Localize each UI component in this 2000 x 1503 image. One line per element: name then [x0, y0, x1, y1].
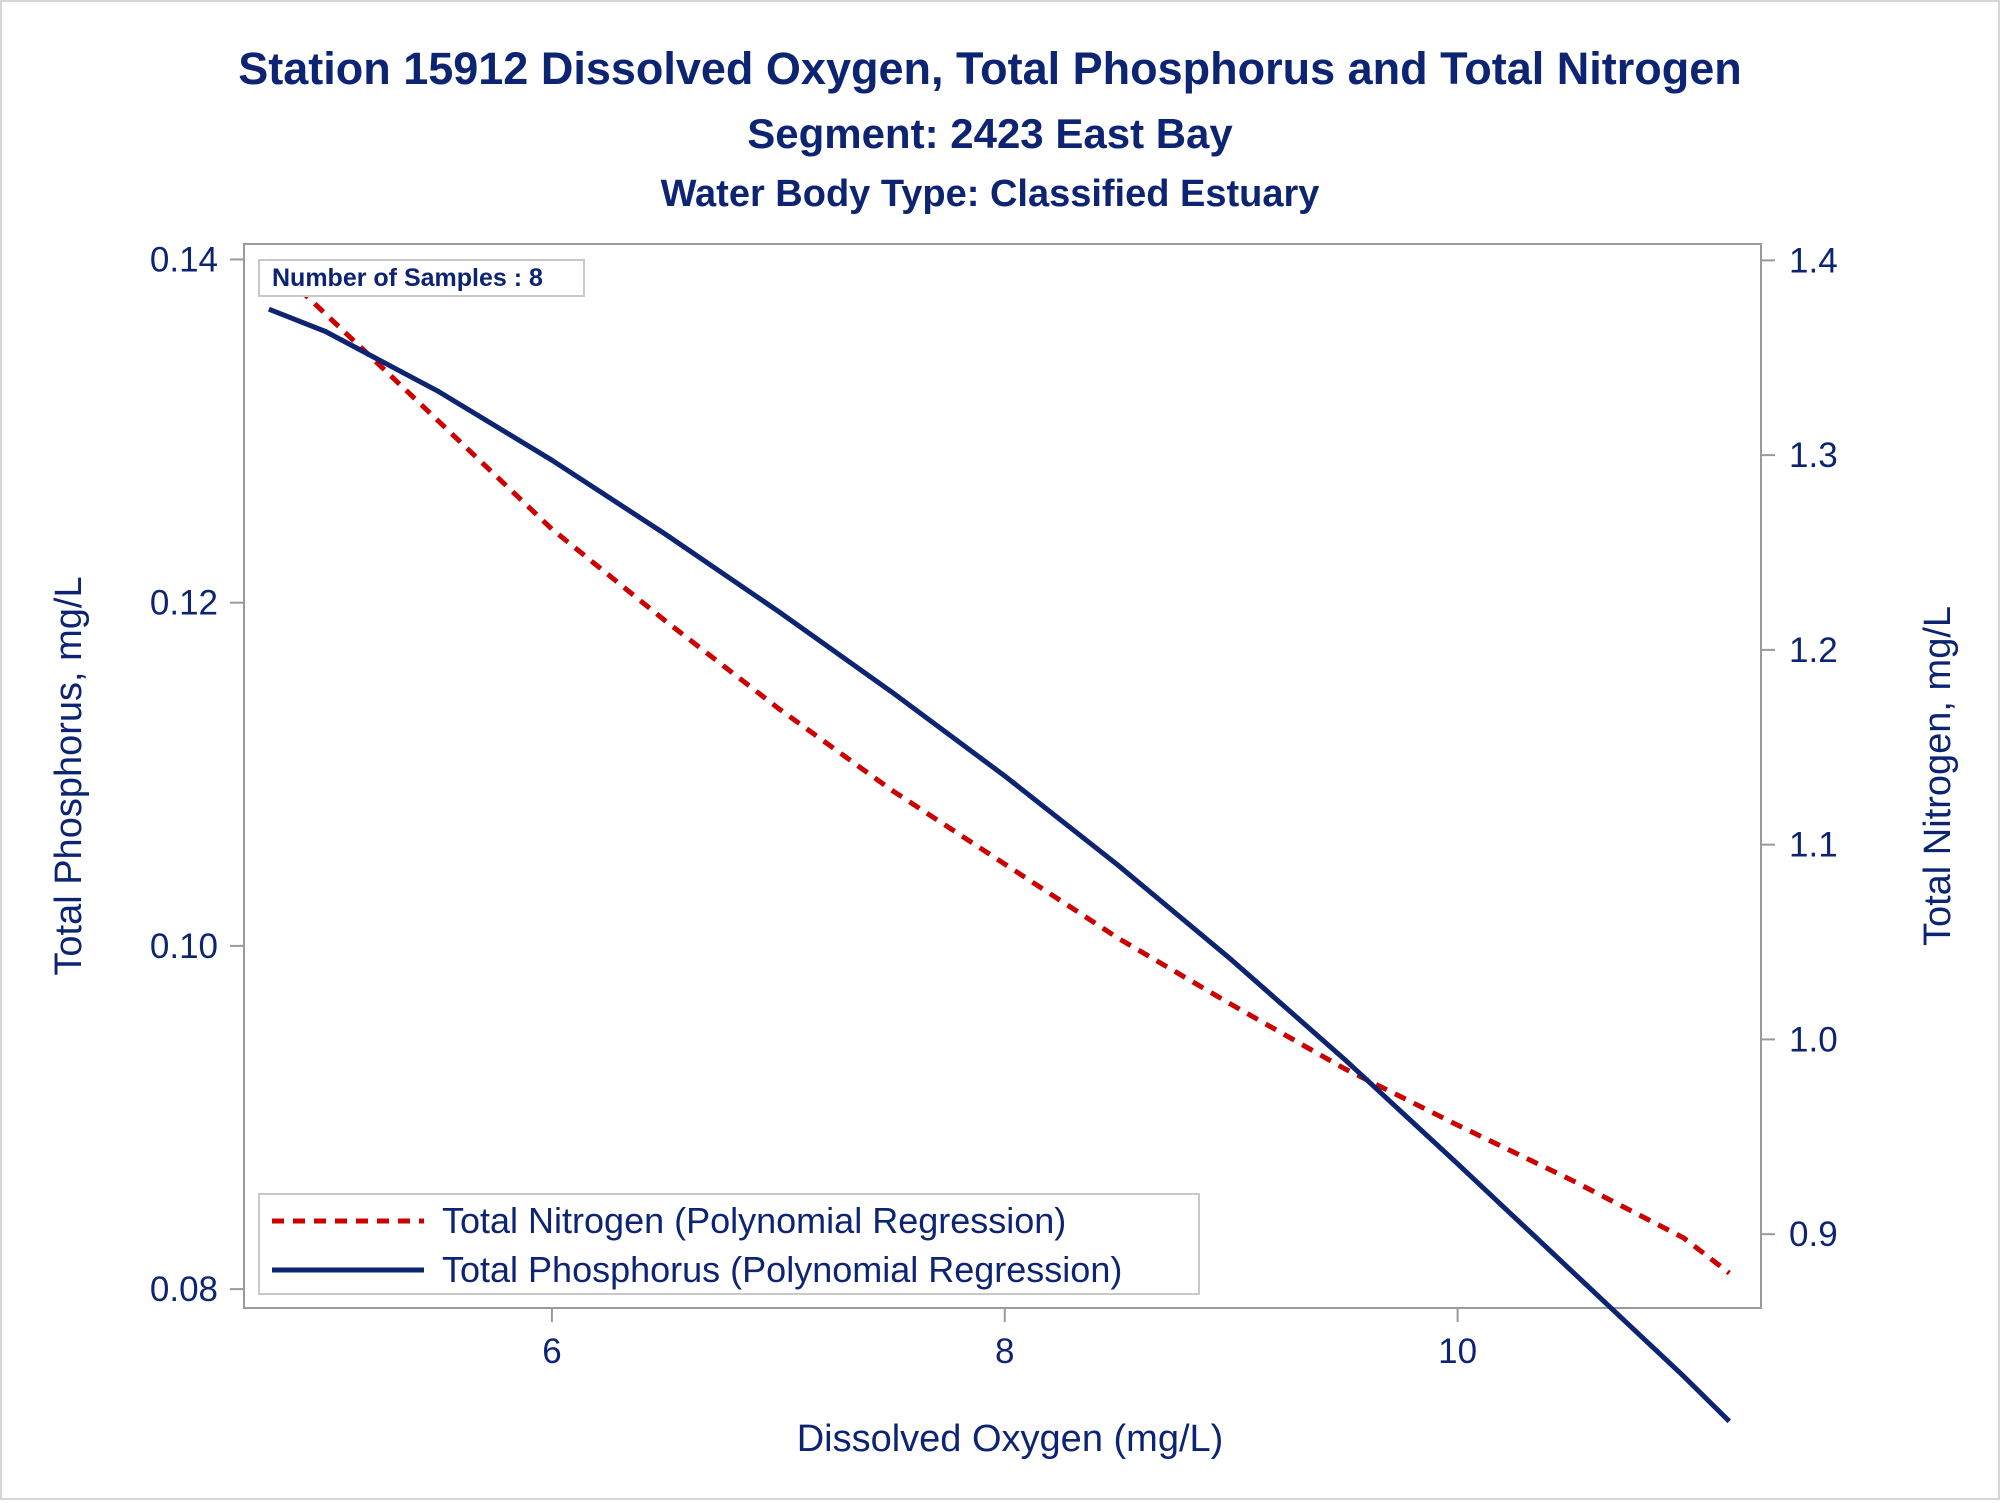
y2-tick-label-2: 1.1: [1789, 826, 1838, 865]
x-tick-label-2: 10: [1438, 1332, 1477, 1371]
legend-label-phosphorus: Total Phosphorus (Polynomial Regression): [442, 1249, 1122, 1290]
y-tick-label-3: 0.14: [150, 240, 218, 279]
chart-subtitle: Segment: 2423 East Bay: [747, 110, 1233, 157]
chart-subtitle-2: Water Body Type: Classified Estuary: [661, 173, 1320, 215]
annotation-box: [258, 259, 585, 297]
legend-box: [258, 1193, 1200, 1295]
legend: Total Nitrogen (Polynomial Regression) T…: [258, 1193, 1200, 1295]
y-tick-label-2: 0.12: [150, 584, 218, 623]
x-axis: 6 8 10: [542, 1308, 1477, 1371]
series-layer: [267, 258, 1732, 1424]
y2-tick-label-0: 0.9: [1789, 1215, 1838, 1254]
y2-tick-label-3: 1.2: [1789, 631, 1838, 670]
samples-annotation: Number of Samples : 8: [258, 259, 585, 297]
annotation-text: Number of Samples : 8: [272, 264, 543, 292]
titles: Station 15912 Dissolved Oxygen, Total Ph…: [238, 43, 1742, 215]
legend-label-nitrogen: Total Nitrogen (Polynomial Regression): [442, 1200, 1066, 1241]
phosphorus-regression-line: [267, 306, 1732, 1424]
y-axis: 0.08 0.10 0.12 0.14: [150, 240, 244, 1309]
y2-tick-label-4: 1.3: [1789, 436, 1838, 475]
y2-axis-label: Total Nitrogen, mg/L: [1917, 606, 1959, 946]
x-tick-label-1: 8: [995, 1332, 1014, 1371]
chart-title: Station 15912 Dissolved Oxygen, Total Ph…: [238, 43, 1742, 94]
x-tick-label-0: 6: [542, 1332, 561, 1371]
y-axis-label: Total Phosphorus, mg/L: [48, 576, 90, 975]
nitrogen-regression-line: [267, 258, 1731, 1276]
y-tick-label-0: 0.08: [150, 1270, 218, 1309]
y2-axis: 0.9 1.0 1.1 1.2 1.3 1.4: [1761, 241, 1838, 1254]
x-axis-label: Dissolved Oxygen (mg/L): [797, 1418, 1224, 1460]
y2-tick-label-5: 1.4: [1789, 241, 1838, 280]
y2-tick-label-1: 1.0: [1789, 1020, 1838, 1059]
y-tick-label-1: 0.10: [150, 927, 218, 966]
